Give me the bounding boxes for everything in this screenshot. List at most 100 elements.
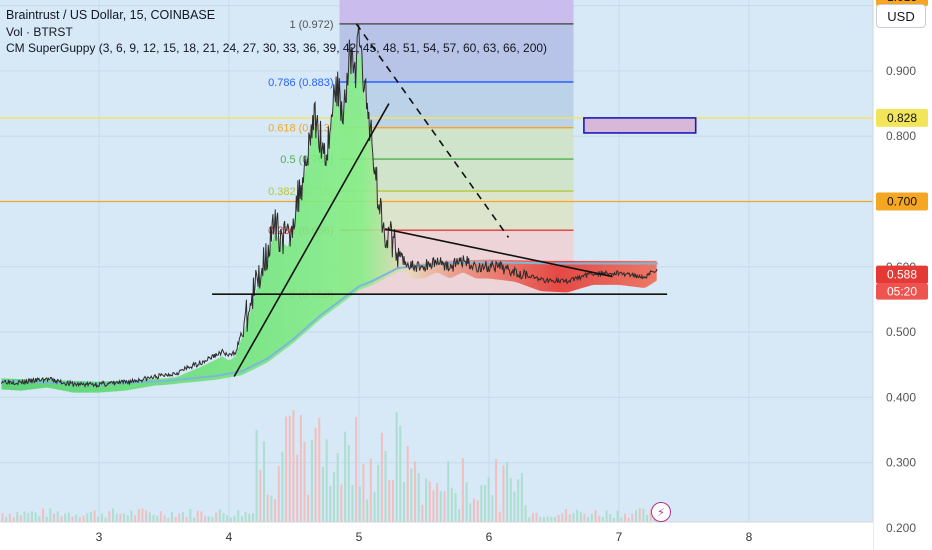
volume-bar: [417, 473, 420, 522]
volume-bar: [321, 466, 324, 522]
volume-bar: [45, 516, 48, 522]
volume-bar: [539, 517, 542, 522]
volume-bar: [112, 508, 114, 522]
volume-bar: [303, 441, 306, 522]
volume-bar: [97, 516, 100, 522]
fib-level-label: 1 (0.972): [289, 19, 333, 31]
volume-bar: [318, 418, 321, 522]
volume-bar: [579, 511, 582, 522]
volume-bar: [218, 509, 221, 522]
currency-button[interactable]: USD: [876, 4, 926, 28]
volume-bar: [601, 516, 604, 522]
volume-bar: [506, 461, 509, 522]
volume-bar: [487, 477, 490, 522]
volume-bar: [623, 513, 626, 522]
x-tick-label: 3: [96, 530, 103, 544]
volume-bar: [531, 513, 534, 522]
volume-bar: [425, 478, 428, 522]
volume-bar: [285, 416, 288, 522]
volume-bar: [325, 439, 328, 522]
volume-bar: [410, 468, 413, 522]
fib-zone-2: [339, 82, 574, 128]
volume-bar: [495, 459, 498, 522]
countdown-badge: [876, 283, 928, 300]
volume-bar: [1, 513, 4, 522]
volume-bar: [340, 484, 343, 522]
chart-title: Braintrust / US Dollar, 15, COINBASE: [6, 8, 216, 22]
target-box: [583, 117, 697, 134]
volume-bar: [568, 514, 571, 522]
volume-bar: [509, 478, 512, 522]
volume-bar: [369, 458, 372, 522]
volume-bar: [93, 510, 96, 522]
indicator-label: CM SuperGuppy (3, 6, 9, 12, 15, 18, 21, …: [6, 41, 548, 55]
volume-bar: [170, 512, 173, 522]
fib-zone-1: [339, 23, 574, 83]
volume-bar: [141, 508, 144, 522]
volume-bar: [277, 466, 280, 522]
volume-bar: [248, 513, 251, 522]
volume-bar: [351, 485, 354, 522]
volume-bar: [310, 440, 313, 522]
fib-level-label: 0.618 (0.813): [268, 123, 333, 135]
volume-bar: [557, 514, 560, 522]
volume-bar: [266, 494, 269, 522]
volume-bar: [193, 517, 196, 522]
volume-bar: [185, 516, 188, 522]
volume-bar: [436, 482, 439, 522]
lightning-icon[interactable]: ⚡: [651, 502, 671, 522]
volume-bar: [67, 512, 70, 522]
x-tick-label: 7: [616, 530, 623, 544]
trendline: [233, 103, 390, 377]
volume-bar: [388, 479, 391, 522]
volume-bar: [520, 473, 523, 522]
volume-bar: [215, 512, 218, 522]
volume-bar: [380, 432, 383, 522]
volume-bar: [200, 511, 203, 522]
volume-bar: [406, 446, 409, 522]
volume-bar: [159, 511, 162, 522]
volume-bar: [373, 492, 376, 522]
volume-bar: [130, 510, 133, 522]
volume-bar: [207, 516, 210, 522]
volume-bar: [82, 515, 85, 522]
volume-bar: [16, 512, 19, 522]
volume-bar: [472, 498, 475, 522]
volume-bar: [49, 508, 52, 522]
volume-bar: [627, 517, 630, 522]
y-tick-label: 0.300: [886, 456, 916, 470]
volume-bar: [355, 417, 358, 522]
y-tick-label: 0.400: [886, 390, 916, 404]
volume-bar: [64, 513, 67, 522]
volume-bar: [450, 487, 453, 522]
price-badge: [876, 265, 928, 284]
y-tick-label: 0.200: [886, 521, 916, 535]
volume-bar: [71, 516, 74, 522]
volume-bar: [27, 513, 30, 522]
volume-bar: [156, 515, 159, 522]
volume-bar: [458, 509, 461, 522]
volume-bar: [204, 515, 207, 522]
volume-bar: [288, 415, 291, 522]
volume-bar: [251, 513, 254, 522]
volume-bar: [12, 517, 15, 522]
volume-bar: [612, 517, 615, 522]
volume-bar: [296, 454, 299, 522]
volume-bar: [517, 479, 520, 522]
volume-bar: [53, 513, 56, 522]
price-line: [1, 24, 658, 389]
volume-bar: [587, 516, 590, 522]
volume-bar: [274, 499, 277, 522]
trendline: [355, 23, 510, 238]
volume-bar: [240, 516, 243, 522]
volume-bar: [167, 517, 170, 522]
volume-bar: [344, 431, 347, 522]
volume-bar: [34, 512, 37, 522]
volume-bar: [638, 508, 641, 522]
trendline: [384, 228, 613, 278]
volume-bar: [428, 481, 431, 522]
volume-bar: [292, 410, 295, 522]
x-tick-label: 4: [226, 530, 233, 544]
volume-bar: [649, 508, 652, 522]
